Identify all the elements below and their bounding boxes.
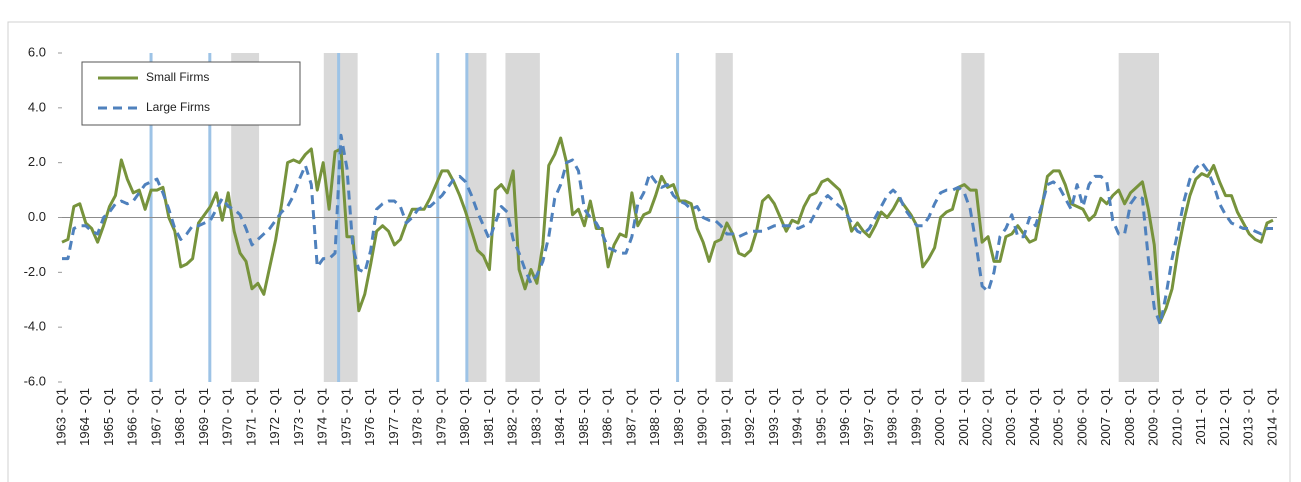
x-tick-label: 1991 - Q1	[718, 388, 733, 446]
x-tick-label: 1989 - Q1	[671, 388, 686, 446]
x-tick-label: 2012 - Q1	[1217, 388, 1232, 446]
x-tick-label: 1982 - Q1	[505, 388, 520, 446]
x-tick-label: 2002 - Q1	[979, 388, 994, 446]
x-tick-label: 1972 - Q1	[267, 388, 282, 446]
x-tick-label: 2010 - Q1	[1169, 388, 1184, 446]
x-tick-label: 1963 - Q1	[53, 388, 68, 446]
x-tick-label: 1994 - Q1	[790, 388, 805, 446]
x-tick-label: 1970 - Q1	[220, 388, 235, 446]
x-tick-label: 1968 - Q1	[172, 388, 187, 446]
x-tick-label: 1988 - Q1	[647, 388, 662, 446]
y-tick-label: -2.0	[24, 264, 46, 279]
y-tick-label: -6.0	[24, 373, 46, 388]
x-tick-label: 1977 - Q1	[386, 388, 401, 446]
x-tick-label: 1981 - Q1	[481, 388, 496, 446]
series-line	[61, 136, 1274, 324]
legend-label: Large Firms	[146, 100, 210, 114]
series-line	[62, 133, 1273, 326]
x-tick-label: 1998 - Q1	[885, 388, 900, 446]
x-tick-label: 2011 - Q1	[1193, 388, 1208, 445]
x-tick-label: 1987 - Q1	[623, 388, 638, 446]
x-tick-label: 2014 - Q1	[1264, 388, 1279, 446]
x-tick-label: 1964 - Q1	[77, 388, 92, 446]
x-tick-label: 2009 - Q1	[1146, 388, 1161, 446]
x-tick-label: 1965 - Q1	[101, 388, 116, 446]
chart-border	[7, 21, 1291, 482]
x-tick-label: 1986 - Q1	[600, 388, 615, 446]
x-tick-label: 1985 - Q1	[576, 388, 591, 446]
x-tick-label: 1984 - Q1	[552, 388, 567, 446]
x-tick-label: 1978 - Q1	[410, 388, 425, 446]
x-tick-label: 1997 - Q1	[861, 388, 876, 446]
x-tick-label: 1979 - Q1	[433, 388, 448, 446]
x-tick-label: 2001 - Q1	[956, 388, 971, 446]
x-tick-label: 1999 - Q1	[908, 388, 923, 446]
x-tick-label: 1983 - Q1	[528, 388, 543, 446]
y-tick-label: 0.0	[28, 209, 46, 224]
x-tick-label: 1993 - Q1	[766, 388, 781, 446]
x-tick-label: 1969 - Q1	[196, 388, 211, 446]
x-tick-label: 1973 - Q1	[291, 388, 306, 446]
x-tick-label: 1992 - Q1	[742, 388, 757, 446]
legend-box	[81, 61, 301, 126]
y-tick-label: 2.0	[28, 154, 46, 169]
y-tick-label: 4.0	[28, 99, 46, 114]
x-tick-label: 1996 - Q1	[837, 388, 852, 446]
y-tick-label: -4.0	[24, 319, 46, 334]
x-tick-label: 2008 - Q1	[1122, 388, 1137, 446]
x-tick-label: 1990 - Q1	[695, 388, 710, 446]
x-tick-label: 1995 - Q1	[813, 388, 828, 446]
x-tick-label: 1974 - Q1	[315, 388, 330, 446]
x-tick-label: 1975 - Q1	[338, 388, 353, 446]
x-tick-label: 1971 - Q1	[243, 388, 258, 446]
x-tick-label: 1966 - Q1	[125, 388, 140, 446]
x-tick-label: 2007 - Q1	[1098, 388, 1113, 446]
legend-label: Small Firms	[146, 70, 209, 84]
x-tick-label: 2006 - Q1	[1074, 388, 1089, 446]
x-tick-label: 2004 - Q1	[1027, 388, 1042, 446]
x-tick-label: 1976 - Q1	[362, 388, 377, 446]
x-tick-label: 1980 - Q1	[457, 388, 472, 446]
x-tick-label: 2005 - Q1	[1051, 388, 1066, 446]
x-tick-label: 2013 - Q1	[1241, 388, 1256, 446]
x-tick-label: 2003 - Q1	[1003, 388, 1018, 446]
y-tick-label: 6.0	[28, 44, 46, 59]
x-tick-label: 2000 - Q1	[932, 388, 947, 446]
x-tick-label: 1967 - Q1	[148, 388, 163, 446]
